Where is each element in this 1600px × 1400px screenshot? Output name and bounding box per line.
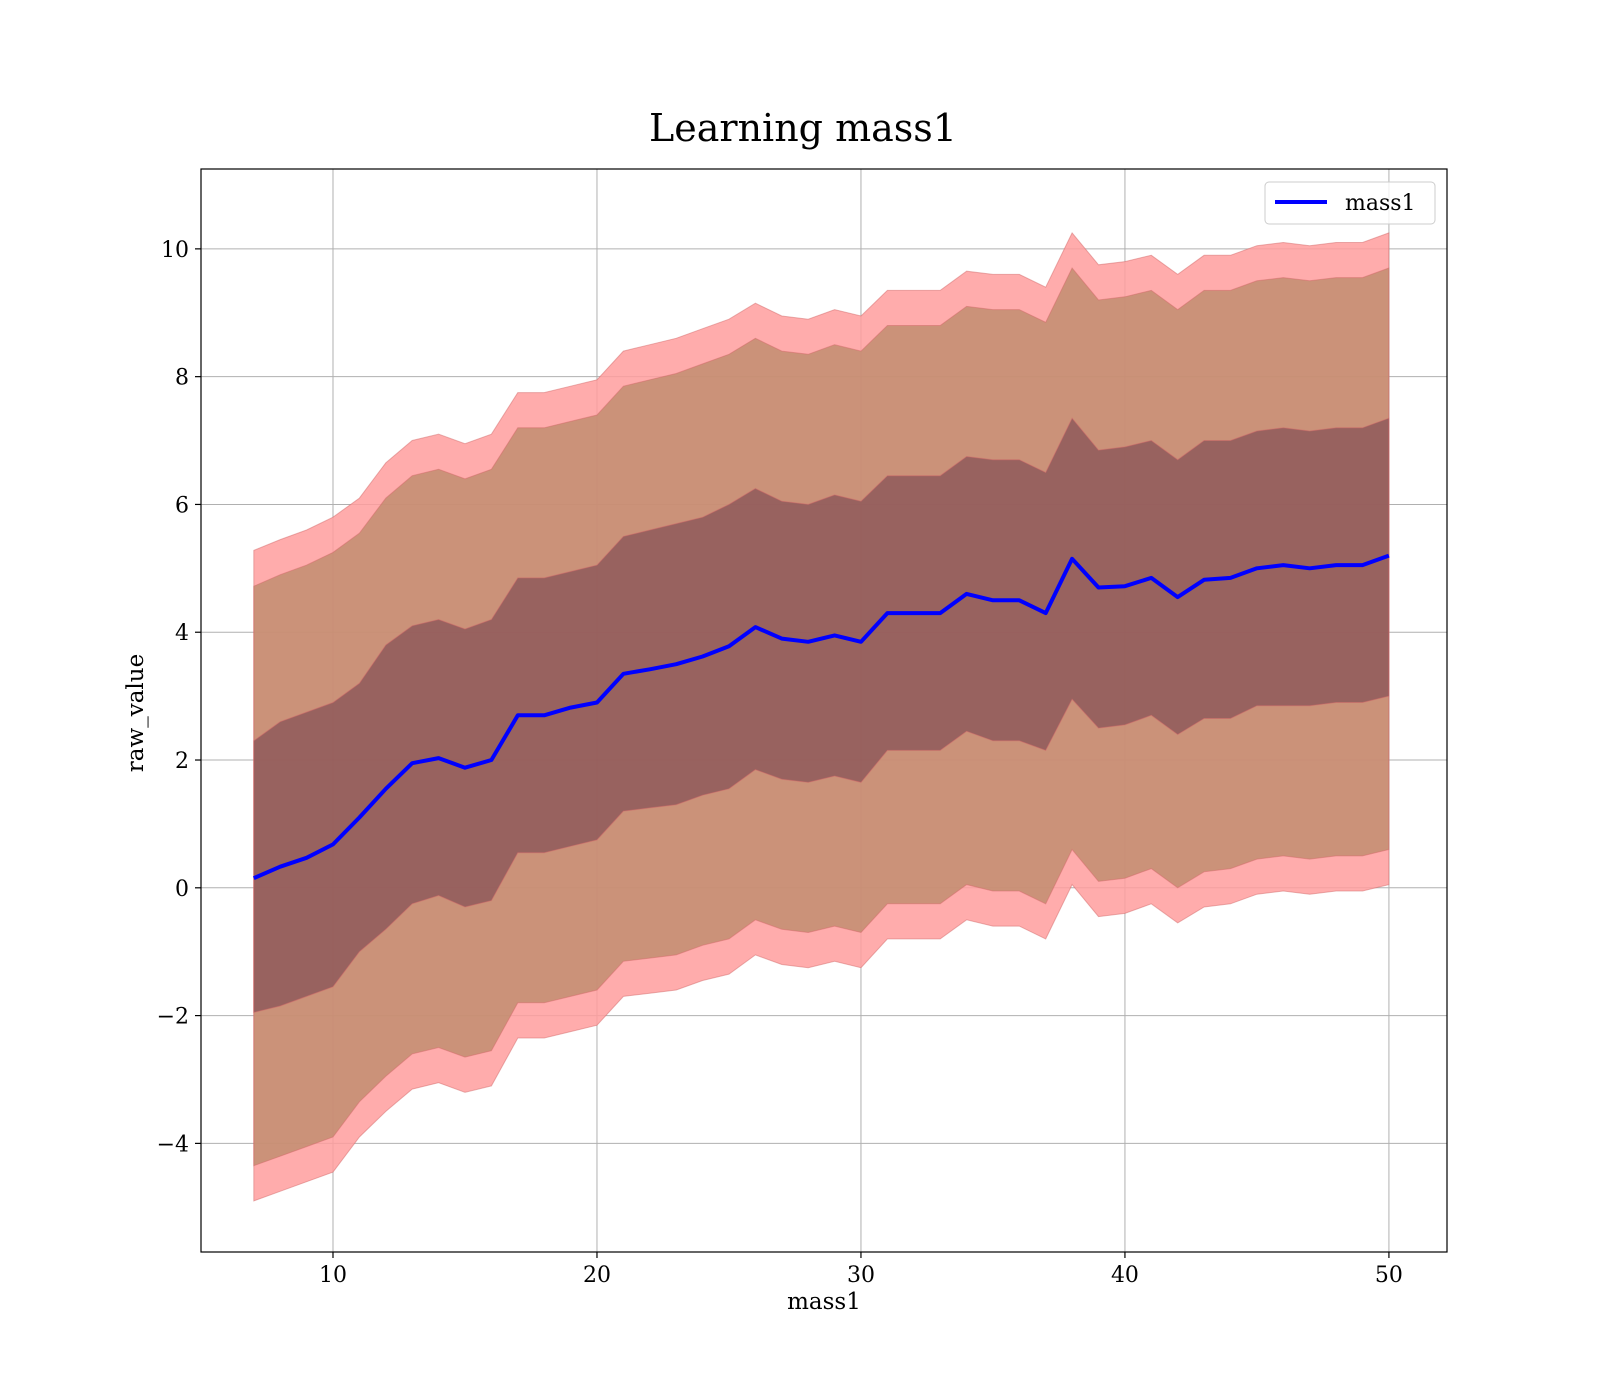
- x-tick-label: 30: [847, 1263, 875, 1288]
- band-inner: [253, 417, 1390, 1014]
- series-lines: [253, 553, 1390, 881]
- x-tick-label: 40: [1111, 1263, 1139, 1288]
- x-axis-ticks: 10 20 30 40 50: [319, 1252, 1403, 1288]
- x-axis-label: mass1: [787, 1289, 861, 1315]
- y-tick-label: 6: [175, 493, 189, 518]
- y-tick-label: 8: [175, 366, 189, 391]
- y-axis-label: raw_value: [123, 654, 149, 772]
- y-tick-label: −2: [157, 1005, 189, 1030]
- series-line-mass1: [253, 553, 1390, 881]
- chart-title: Learning mass1: [649, 106, 957, 150]
- y-tick-label: 0: [175, 877, 189, 902]
- y-tick-label: 4: [175, 621, 189, 646]
- legend: mass1: [1264, 181, 1436, 225]
- y-tick-label: 2: [175, 749, 189, 774]
- x-tick-label: 50: [1375, 1263, 1403, 1288]
- bands: [253, 231, 1390, 1202]
- y-axis-ticks: −4 −2 0 2 4 6 8 10: [157, 238, 201, 1157]
- x-tick-label: 20: [583, 1263, 611, 1288]
- legend-label: mass1: [1345, 191, 1416, 216]
- legend-box: [1264, 181, 1436, 225]
- y-tick-label: 10: [161, 238, 189, 263]
- x-tick-label: 10: [319, 1263, 347, 1288]
- plot-frame: [200, 168, 1448, 1253]
- y-tick-label: −4: [157, 1132, 189, 1157]
